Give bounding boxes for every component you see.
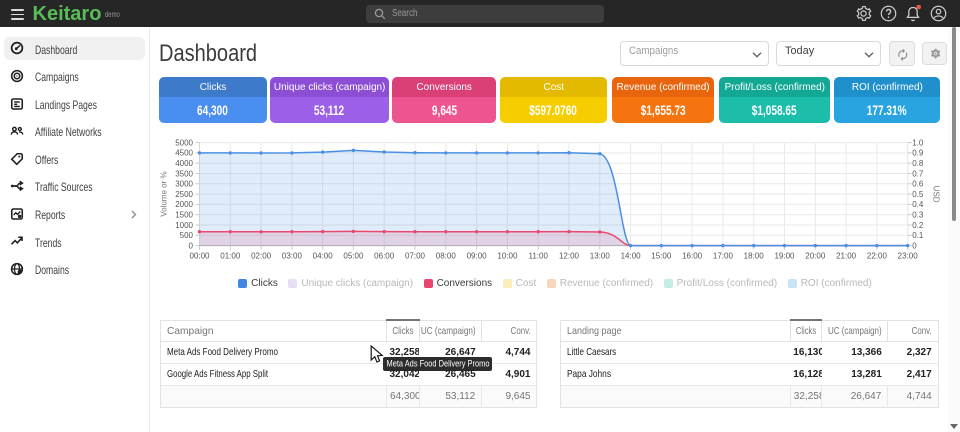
svg-text:USD: USD — [932, 186, 941, 203]
svg-text:06:00: 06:00 — [374, 252, 395, 261]
svg-text:1500: 1500 — [175, 211, 193, 220]
svg-text:2500: 2500 — [175, 190, 193, 199]
svg-text:12:00: 12:00 — [559, 252, 580, 261]
svg-text:02:00: 02:00 — [251, 252, 272, 261]
svg-text:19:00: 19:00 — [774, 252, 795, 261]
svg-text:3000: 3000 — [175, 180, 193, 189]
svg-text:1000: 1000 — [175, 221, 193, 230]
svg-text:0.7: 0.7 — [912, 169, 924, 178]
svg-text:500: 500 — [180, 231, 194, 240]
svg-text:15:00: 15:00 — [651, 252, 672, 261]
svg-text:4500: 4500 — [175, 149, 193, 158]
svg-text:0.6: 0.6 — [912, 180, 924, 189]
svg-text:0.1: 0.1 — [912, 231, 924, 240]
svg-text:Volume or %: Volume or % — [160, 171, 169, 216]
svg-text:0.2: 0.2 — [912, 221, 924, 230]
svg-text:05:00: 05:00 — [343, 252, 364, 261]
svg-text:17:00: 17:00 — [713, 252, 734, 261]
svg-text:4000: 4000 — [175, 159, 193, 168]
svg-text:20:00: 20:00 — [805, 252, 826, 261]
svg-text:16:00: 16:00 — [682, 252, 703, 261]
svg-text:3500: 3500 — [175, 169, 193, 178]
svg-text:14:00: 14:00 — [621, 252, 642, 261]
svg-text:18:00: 18:00 — [744, 252, 765, 261]
svg-text:00:00: 00:00 — [189, 252, 210, 261]
svg-text:03:00: 03:00 — [282, 252, 303, 261]
svg-text:22:00: 22:00 — [867, 252, 888, 261]
svg-text:07:00: 07:00 — [405, 252, 426, 261]
svg-text:5000: 5000 — [175, 138, 193, 147]
svg-text:13:00: 13:00 — [590, 252, 611, 261]
svg-text:21:00: 21:00 — [836, 252, 857, 261]
svg-text:1.0: 1.0 — [912, 138, 924, 147]
svg-text:01:00: 01:00 — [220, 252, 241, 261]
svg-text:09:00: 09:00 — [467, 252, 488, 261]
svg-text:2000: 2000 — [175, 200, 193, 209]
svg-text:0: 0 — [189, 241, 194, 250]
svg-text:0.3: 0.3 — [912, 211, 924, 220]
svg-text:0.9: 0.9 — [912, 149, 924, 158]
svg-text:23:00: 23:00 — [898, 252, 919, 261]
svg-text:0.5: 0.5 — [912, 190, 924, 199]
svg-text:11:00: 11:00 — [528, 252, 548, 261]
svg-text:0.8: 0.8 — [912, 159, 924, 168]
svg-text:10:00: 10:00 — [497, 252, 518, 261]
svg-text:04:00: 04:00 — [313, 252, 334, 261]
svg-text:0.4: 0.4 — [912, 200, 924, 209]
svg-text:0: 0 — [912, 241, 917, 250]
svg-text:08:00: 08:00 — [436, 252, 457, 261]
